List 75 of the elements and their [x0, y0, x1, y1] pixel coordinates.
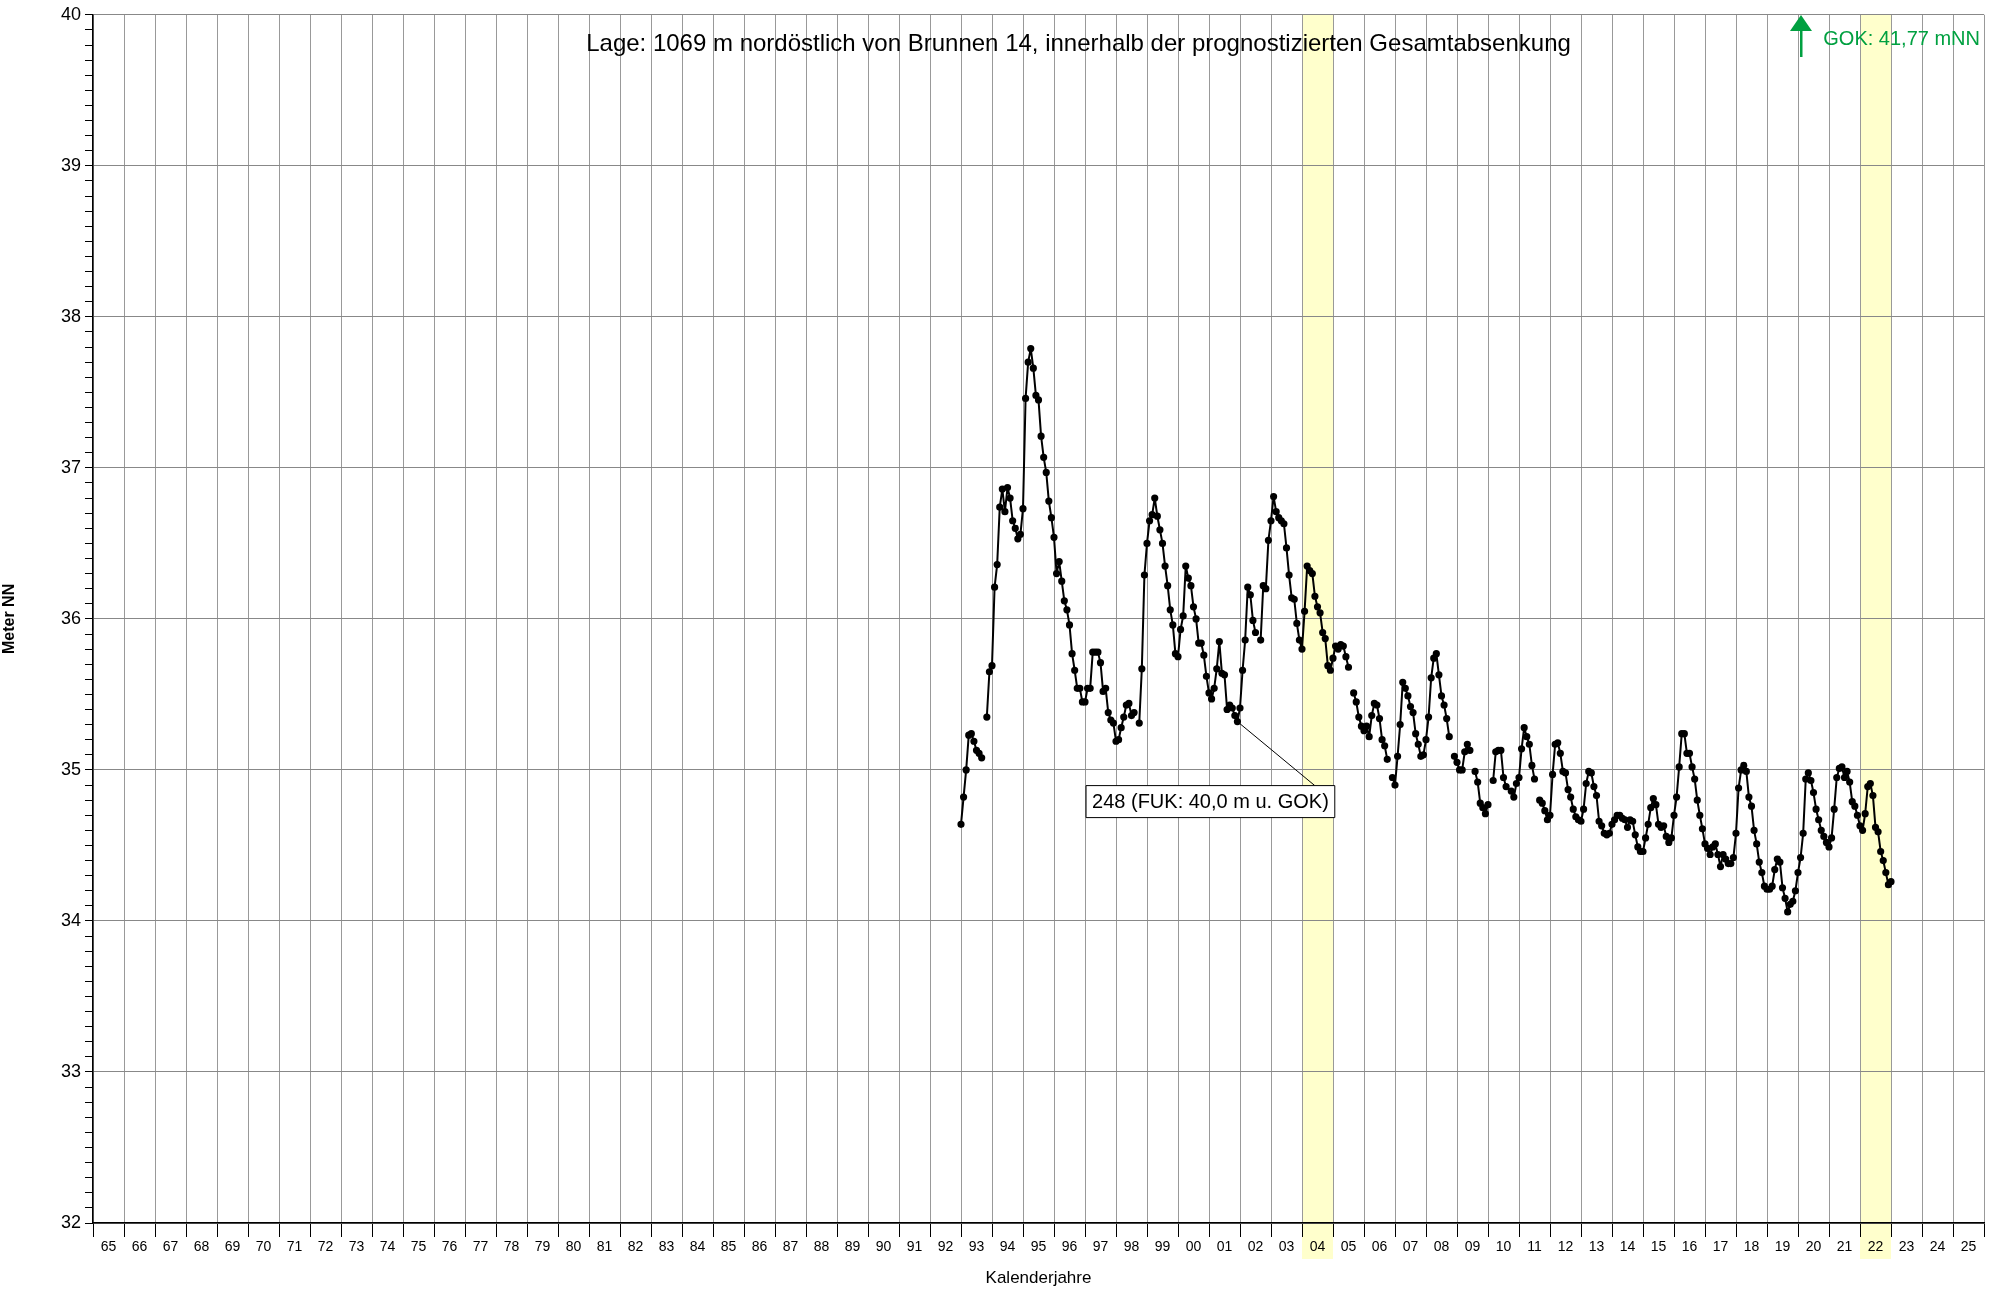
x-tick-label: 78	[503, 1238, 520, 1255]
y-tick-label: 35	[60, 758, 81, 779]
x-tick-label: 71	[286, 1238, 303, 1255]
x-tick-label: 72	[317, 1238, 334, 1255]
x-tick-label: 25	[1960, 1238, 1977, 1255]
x-tick-label: 81	[596, 1238, 613, 1255]
x-tick-label: 12	[1557, 1238, 1574, 1255]
x-tick-label: 94	[999, 1238, 1016, 1255]
text: Lage: 1069 m nordöstlich von Brunnen 14, innerhalb der prognostizierten Gesamtabsenkung	[586, 29, 1571, 57]
x-tick-label: 97	[1092, 1238, 1109, 1255]
x-tick-label: 75	[410, 1238, 427, 1255]
x-tick-label: 98	[1123, 1238, 1140, 1255]
x-tick-label: 99	[1154, 1238, 1171, 1255]
x-tick-label: 76	[441, 1238, 458, 1255]
x-tick-label: 23	[1898, 1238, 1915, 1255]
x-tick-label: 00	[1185, 1238, 1202, 1255]
annotation: 248 (FUK: 40,0 m u. GOK)	[1092, 790, 1329, 813]
x-tick-label: 96	[1061, 1238, 1078, 1255]
x-tick-label: 13	[1588, 1238, 1605, 1255]
x-tick-label: 86	[751, 1238, 768, 1255]
x-tick-label: 17	[1712, 1238, 1729, 1255]
x-tick-label: 06	[1371, 1238, 1388, 1255]
x-tick-label: 11	[1527, 1238, 1542, 1255]
x-tick-label: 01	[1216, 1238, 1233, 1255]
x-tick-label: 08	[1433, 1238, 1450, 1255]
x-tick-label: 95	[1030, 1238, 1047, 1255]
x-tick-label: 19	[1774, 1238, 1791, 1255]
x-tick-label: 90	[875, 1238, 892, 1255]
x-tick-label: 80	[565, 1238, 582, 1255]
x-tick-label: 70	[255, 1238, 272, 1255]
y-tick-label: 34	[60, 909, 81, 930]
x-tick-label: 15	[1650, 1238, 1667, 1255]
x-tick-label: 10	[1495, 1238, 1512, 1255]
x-tick-label: 65	[100, 1238, 117, 1255]
y-tick-label: 40	[60, 3, 81, 24]
x-tick-label: 79	[534, 1238, 551, 1255]
y-tick-label: 32	[60, 1211, 81, 1232]
y-tick-label: 39	[60, 154, 81, 175]
x-tick-label: 89	[844, 1238, 861, 1255]
x-tick-label: 68	[193, 1238, 210, 1255]
x-tick-label: 85	[720, 1238, 737, 1255]
x-axis-title: Kalenderjahre	[985, 1268, 1092, 1288]
x-tick-label: 82	[627, 1238, 644, 1255]
x-tick-label: 03	[1278, 1238, 1295, 1255]
x-tick-label: 69	[224, 1238, 241, 1255]
x-tick-label: 20	[1805, 1238, 1822, 1255]
x-tick-label: 83	[658, 1238, 675, 1255]
y-tick-label: 38	[60, 305, 81, 326]
x-tick-label: 02	[1247, 1238, 1264, 1255]
y-tick-label: 33	[60, 1060, 81, 1081]
x-tick-label: 14	[1619, 1238, 1636, 1255]
y-tick-label: 36	[60, 607, 81, 628]
y-tick-label: 37	[60, 456, 81, 477]
x-tick-label: 04	[1309, 1238, 1326, 1255]
x-tick-label: 22	[1867, 1238, 1884, 1255]
x-tick-label: 74	[379, 1238, 396, 1255]
x-tick-label: 67	[162, 1238, 179, 1255]
x-tick-label: 18	[1743, 1238, 1760, 1255]
x-tick-label: 87	[782, 1238, 799, 1255]
x-tick-label: 77	[472, 1238, 489, 1255]
x-tick-label: 21	[1836, 1238, 1853, 1255]
x-tick-label: 07	[1402, 1238, 1419, 1255]
x-tick-label: 66	[131, 1238, 148, 1255]
annotation: GOK: 41,77 mNN	[1823, 27, 1980, 50]
y-axis-title: Meter NN	[0, 583, 18, 655]
x-tick-label: 16	[1681, 1238, 1698, 1255]
x-tick-label: 09	[1464, 1238, 1481, 1255]
x-tick-label: 92	[937, 1238, 954, 1255]
x-tick-label: 84	[689, 1238, 706, 1255]
x-tick-label: 93	[968, 1238, 985, 1255]
x-tick-label: 88	[813, 1238, 830, 1255]
x-tick-label: 91	[906, 1238, 923, 1255]
x-tick-label: 73	[348, 1238, 365, 1255]
x-tick-label: 05	[1340, 1238, 1357, 1255]
x-tick-label: 24	[1929, 1238, 1946, 1255]
